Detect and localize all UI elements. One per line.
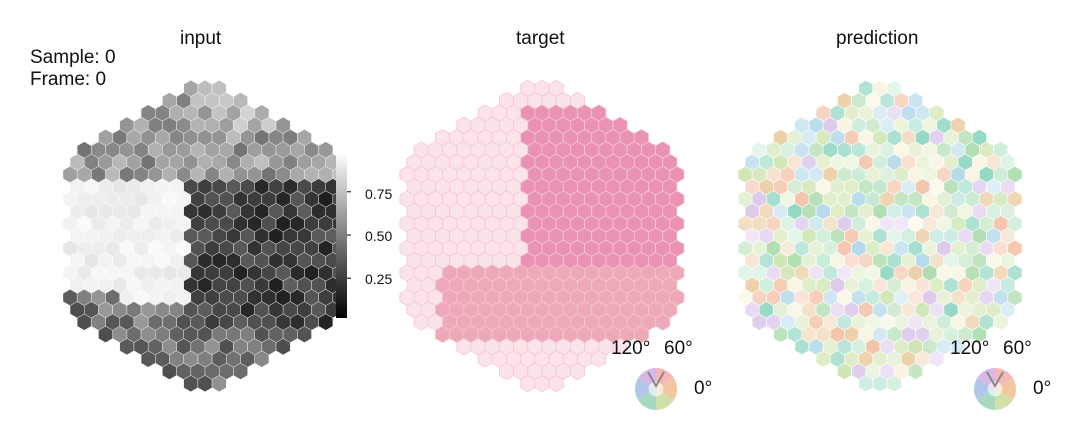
color-wheel-prediction [974, 368, 1017, 410]
prediction-hex-cell [993, 313, 1009, 331]
prediction-hex-cell [886, 375, 902, 393]
prediction-hex-cell [929, 350, 945, 368]
target-hex-cell [477, 350, 493, 368]
input-hex-cell [275, 338, 291, 356]
sample-label: Sample: 0 [30, 47, 116, 68]
angle-label-0: 0° [694, 378, 713, 399]
input-hex-cell [233, 362, 248, 380]
panel-title-target: target [516, 28, 565, 49]
target-hex-cell [534, 374, 550, 393]
color-wheel-target [635, 368, 677, 410]
target-hex-cell [633, 325, 649, 344]
target-hex-cell [548, 374, 564, 393]
target-hex-cell [612, 338, 628, 356]
prediction-hex-map [737, 79, 1023, 393]
target-hex-cell [498, 362, 514, 380]
target-hex-cell [591, 350, 607, 368]
target-hex-cell [520, 374, 536, 393]
colorbar-gradient [336, 152, 347, 318]
colorbar-tick-label: 0.50 [365, 228, 393, 244]
input-hex-cell [297, 325, 312, 343]
target-hex-map [399, 79, 685, 393]
prediction-hex-cell [972, 325, 987, 343]
prediction-hex-cell [950, 338, 966, 356]
angle-label-120: 120° [611, 338, 651, 359]
angle-label-60: 60° [1003, 338, 1032, 359]
colorbar [336, 152, 351, 318]
color-wheel-sector [635, 378, 656, 400]
input-hex-cell [318, 313, 334, 331]
target-hex-cell [570, 362, 586, 380]
target-hex-cell [655, 313, 671, 331]
color-wheel-pointer [647, 371, 665, 389]
target-hex-cell [435, 325, 451, 344]
input-hex-cell [211, 375, 227, 393]
panel-title-prediction: prediction [836, 28, 919, 49]
colorbar-tick-label: 0.75 [365, 186, 393, 202]
input-hex-cell [254, 350, 270, 368]
angle-label-0: 0° [1033, 378, 1052, 399]
color-wheel-pointer [986, 371, 1004, 389]
prediction-hex-cell [908, 362, 923, 380]
angle-label-120: 120° [950, 338, 990, 359]
target-hex-cell [456, 338, 472, 356]
input-hex-map [62, 79, 348, 393]
panel-title-input: input [180, 28, 222, 49]
angle-label-60: 60° [664, 338, 693, 359]
colorbar-tick-label: 0.25 [365, 271, 393, 287]
target-hex-cell [413, 313, 429, 331]
frame-label: Frame: 0 [30, 69, 107, 90]
color-wheel-sector [995, 378, 1017, 400]
color-wheel-sector [656, 378, 677, 400]
color-wheel-sector [974, 378, 995, 400]
